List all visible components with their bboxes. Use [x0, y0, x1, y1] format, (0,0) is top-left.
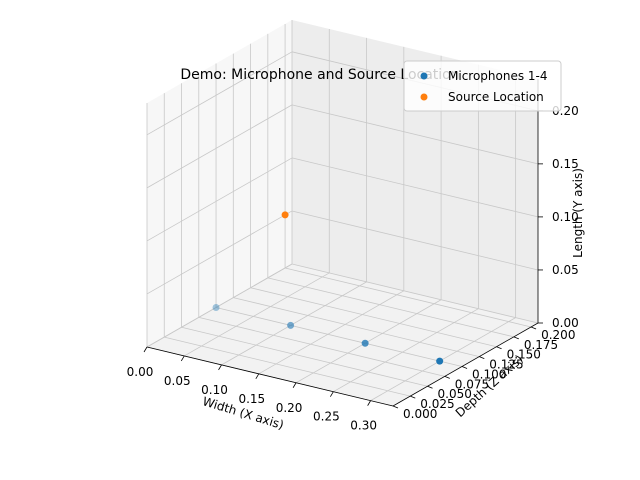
- y-grid-floor: [233, 297, 480, 357]
- y-tick-label: 0.175: [524, 338, 558, 352]
- y-tick-label: 0.125: [489, 358, 523, 372]
- z-grid-wall: [146, 210, 293, 295]
- x-tick-label: 0.20: [276, 401, 303, 415]
- y-tick-mark: [530, 326, 537, 330]
- y-grid-floor: [285, 267, 532, 328]
- legend-label-microphones: Microphones 1-4: [448, 69, 548, 83]
- x-tick-label: 0.15: [238, 392, 265, 406]
- y-tick-label: 0.050: [438, 387, 472, 401]
- z-grid-back: [291, 157, 539, 218]
- z-grid-back: [291, 210, 539, 271]
- y-grid-floor: [164, 336, 411, 397]
- x-tick-label: 0.25: [313, 410, 340, 424]
- y-grid-floor: [250, 287, 497, 348]
- z-grid-back: [291, 104, 539, 165]
- z-grid-wall: [146, 263, 293, 348]
- z-grid-wall: [146, 157, 293, 242]
- legend-marker-source: [420, 93, 428, 101]
- grid-lines: [146, 20, 539, 407]
- tick-labels: 0.000.050.100.150.200.250.300.0000.0250.…: [127, 104, 579, 433]
- y-grid-floor: [198, 316, 445, 377]
- x-tick-label: 0.00: [127, 365, 154, 379]
- x-tick-label: 0.30: [350, 419, 377, 433]
- y-tick-mark: [461, 366, 468, 369]
- microphone-point: [287, 321, 295, 329]
- x-tick-label: 0.10: [201, 383, 228, 397]
- y-grid-floor: [215, 307, 463, 367]
- legend-marker-microphones: [420, 72, 428, 80]
- y-tick-mark: [392, 405, 399, 409]
- y-tick-label: 0.100: [472, 367, 506, 381]
- x-tick-mark: [143, 346, 148, 353]
- y-grid-floor: [267, 277, 514, 338]
- z-tick-label: 0.00: [552, 316, 579, 330]
- legend-label-source: Source Location: [448, 90, 544, 104]
- z-grid-wall: [146, 51, 293, 136]
- legend-box: [403, 60, 562, 112]
- data-points: [212, 211, 444, 365]
- x-tick-mark: [292, 382, 297, 388]
- left-wall-pane: [147, 20, 292, 347]
- y-tick-mark: [444, 375, 450, 379]
- x-tick-mark: [180, 355, 185, 362]
- x-tick-mark: [218, 364, 222, 371]
- y-tick-label: 0.025: [420, 397, 454, 411]
- y-tick-label: 0.000: [403, 407, 437, 421]
- z-tick-label: 0.10: [552, 210, 579, 224]
- microphone-point: [212, 303, 220, 311]
- microphone-point: [436, 357, 444, 365]
- source-point: [281, 211, 289, 219]
- y-tick-mark: [410, 395, 416, 399]
- z-tick-label: 0.15: [552, 157, 579, 171]
- microphone-point: [361, 339, 369, 347]
- chart-title: Demo: Microphone and Source Location: [180, 67, 459, 83]
- z-grid-back: [291, 263, 539, 324]
- y-tick-mark: [427, 385, 433, 389]
- z-grid-wall: [146, 104, 293, 189]
- x-tick-mark: [255, 373, 260, 380]
- y-grid-floor: [181, 326, 428, 387]
- z-axis-label: Length (Y axis): [571, 168, 585, 258]
- y-tick-label: 0.150: [507, 348, 541, 362]
- y-tick-label: 0.200: [541, 328, 575, 342]
- x-axis-line: [146, 346, 394, 407]
- y-tick-label: 0.075: [455, 377, 489, 391]
- x-tick-mark: [330, 391, 334, 397]
- floor-pane: [147, 264, 538, 406]
- y-tick-mark: [496, 346, 502, 350]
- z-tick-label: 0.05: [552, 263, 579, 277]
- x-tick-label: 0.05: [164, 374, 191, 388]
- y-tick-mark: [513, 336, 519, 340]
- x-tick-mark: [367, 400, 371, 406]
- legend: Microphones 1-4 Source Location: [403, 60, 562, 112]
- y-tick-mark: [479, 356, 485, 359]
